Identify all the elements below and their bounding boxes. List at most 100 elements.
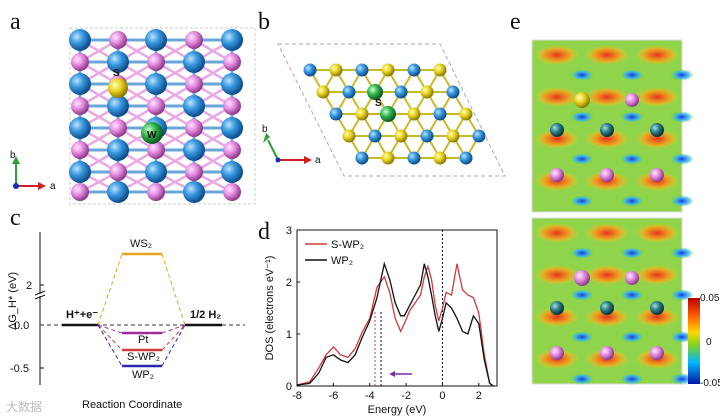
charge-depletion-region [620, 153, 644, 165]
charge-accumulation-region [535, 45, 579, 65]
charge-depletion-region [570, 247, 594, 259]
charge-depletion-region [570, 331, 594, 343]
p-atom [223, 97, 241, 115]
colorbar [688, 298, 700, 384]
w-atom [407, 151, 421, 165]
charge-depletion-region [570, 195, 594, 207]
s-dopant-atom [380, 106, 396, 122]
p-atom [109, 119, 127, 137]
w-atom [355, 151, 369, 165]
p-atom [71, 97, 89, 115]
w-atom [433, 107, 447, 121]
p-atom [650, 168, 664, 182]
p-atom [355, 107, 369, 121]
panel-label-d: d [258, 219, 270, 245]
charge-depletion-region [570, 373, 594, 385]
colorbar-max: 0.05 [700, 293, 720, 304]
dos-chart: -8 -6 -4 -2 0 2 0 1 2 3 S-WP₂ WP₂ Energy (eV) DOS… [264, 225, 498, 416]
dos-y-label: DOS (electrons eV⁻¹) [264, 256, 276, 361]
charge-density-maps: 0.05 0 -0.05 [531, 39, 720, 389]
w-atom [650, 301, 664, 315]
panel-label-e: e [510, 9, 521, 35]
c-ytick-2: 2 [26, 280, 32, 292]
legend-label: WP₂ [331, 255, 353, 267]
dos-ytick-label: 0 [286, 381, 292, 393]
charge-accumulation-region [535, 223, 579, 243]
p-atom [185, 31, 203, 49]
charge-accumulation-region [535, 129, 579, 149]
charge-accumulation-region [635, 87, 679, 107]
svg-text:a: a [315, 155, 321, 166]
dos-xtick-label: 2 [476, 390, 482, 402]
tungsten-highlight-atom [141, 122, 163, 144]
p-atom [433, 151, 447, 165]
w-atom [107, 139, 129, 161]
top-atom [574, 92, 590, 108]
dos-plot-frame [296, 229, 498, 387]
dos-series-line [296, 263, 494, 387]
charge-accumulation-region [585, 129, 629, 149]
p-atom [223, 141, 241, 159]
p-atom [71, 183, 89, 201]
p-atom [625, 93, 639, 107]
w-atom [446, 85, 460, 99]
svg-text:b: b [10, 150, 16, 161]
axis-glyph-b: b a [262, 124, 321, 166]
w-atom [355, 63, 369, 77]
p-atom [625, 271, 639, 285]
charge-map-top-features [535, 45, 694, 207]
p-atom [381, 63, 395, 77]
w-atom [303, 63, 317, 77]
p-atom [185, 119, 203, 137]
w-atom [183, 51, 205, 73]
w-atom [407, 63, 421, 77]
p-atom [223, 183, 241, 201]
p-atom [147, 141, 165, 159]
final-state-label: 1/2 H₂ [190, 309, 221, 321]
p-atom [459, 107, 473, 121]
w-atom [107, 51, 129, 73]
charge-depletion-region [670, 111, 694, 123]
p-atom [446, 129, 460, 143]
w-atom [183, 139, 205, 161]
svg-text:a: a [50, 181, 56, 192]
w-atom [107, 181, 129, 203]
pt-label: Pt [138, 334, 148, 346]
charge-accumulation-region [635, 307, 679, 327]
w-atom [459, 151, 473, 165]
charge-depletion-region [620, 331, 644, 343]
p-atom [550, 168, 564, 182]
w-atom [221, 29, 243, 51]
w-atom [550, 301, 564, 315]
w-atom [420, 129, 434, 143]
dos-xtick-label: -8 [292, 390, 302, 402]
p-atom [420, 85, 434, 99]
charge-depletion-region [570, 153, 594, 165]
w-atom [145, 73, 167, 95]
axis-glyph-a: b a [10, 150, 56, 192]
top-atom [574, 270, 590, 286]
top-view-cell-outline [277, 43, 506, 177]
p-atom [650, 346, 664, 360]
w-atom [650, 123, 664, 137]
charge-accumulation-region [635, 223, 679, 243]
crystal-structure-top-view: S b a [262, 43, 506, 177]
charge-depletion-region [670, 247, 694, 259]
axis-break-mark [34, 290, 46, 296]
charge-accumulation-region [635, 129, 679, 149]
c-x-label: Reaction Coordinate [82, 399, 182, 411]
dos-xtick-label: -6 [328, 390, 338, 402]
w-atom [221, 73, 243, 95]
p-atom [147, 183, 165, 201]
w-atom [183, 95, 205, 117]
charge-depletion-region [670, 153, 694, 165]
charge-depletion-region [570, 111, 594, 123]
charge-accumulation-region [535, 265, 579, 285]
svg-text:b: b [262, 124, 268, 135]
dos-series-group [296, 261, 494, 387]
w-atom [145, 161, 167, 183]
p-atom [223, 53, 241, 71]
w-atom [600, 301, 614, 315]
s-wp2-label: S-WP₂ [127, 351, 160, 363]
